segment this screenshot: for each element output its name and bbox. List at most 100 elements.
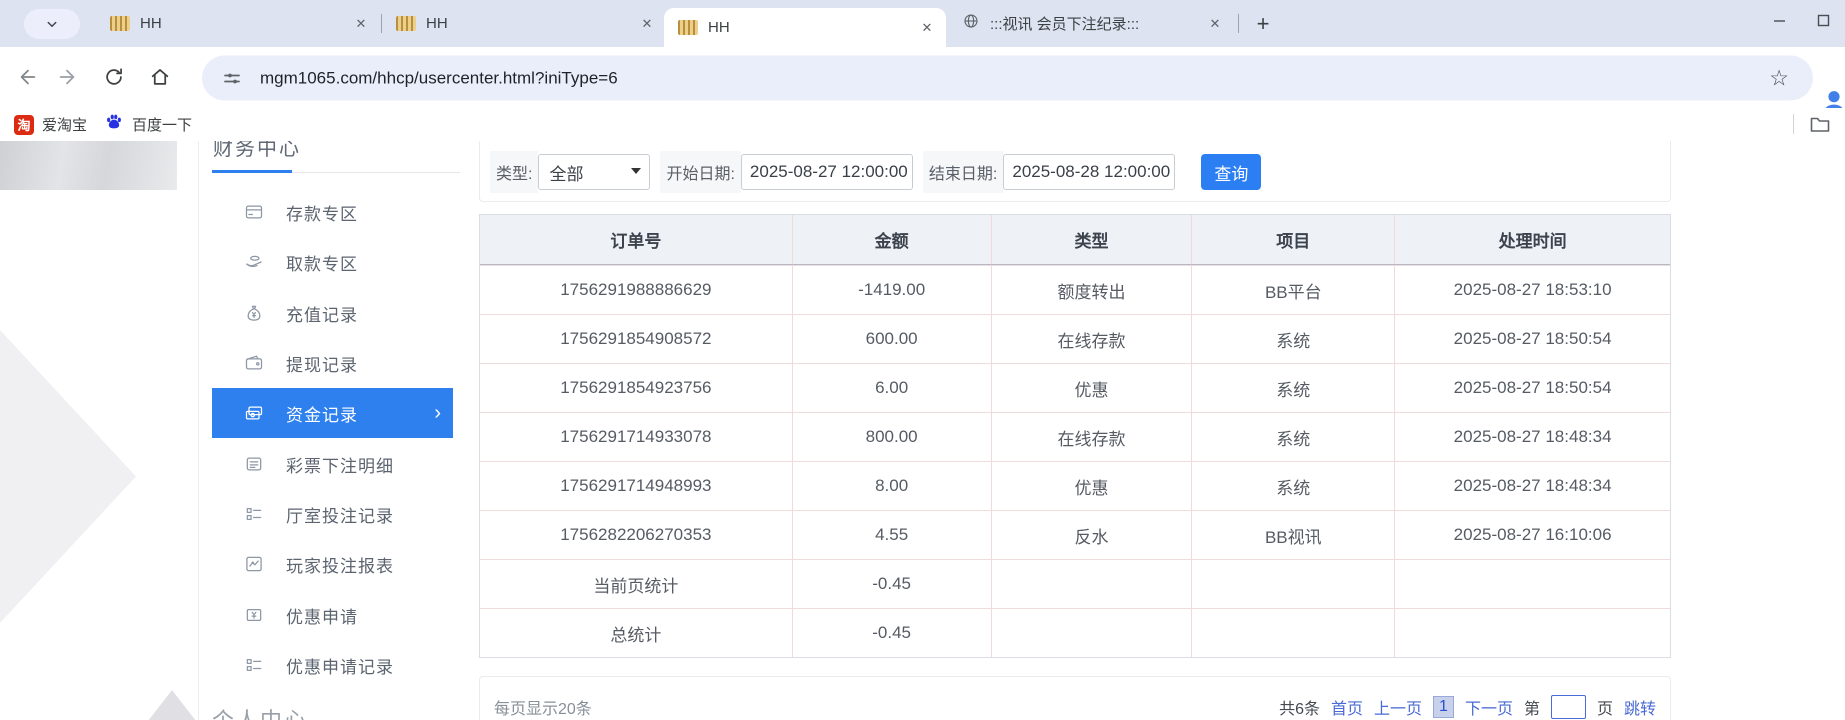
tab-close-icon[interactable]: ✕: [641, 15, 653, 31]
document-icon: [244, 454, 264, 474]
browser-tab[interactable]: HH ✕: [96, 0, 380, 47]
wallet-icon: [244, 353, 264, 373]
tab-search-button[interactable]: [24, 9, 80, 39]
page-size-text: 每页显示20条: [494, 701, 592, 718]
tab-separator: [381, 14, 382, 33]
sidebar-item-label: 充值记录: [286, 305, 358, 325]
list-icon: [244, 655, 264, 675]
table-cell: 8.00: [791, 462, 991, 510]
jump-action-link[interactable]: 跳转: [1623, 701, 1656, 718]
filter-panel: 类型: 全部 开始日期: 2025-08-27 12:00:00 结束日期: 2…: [479, 141, 1671, 202]
sidebar-item[interactable]: 玩家投注报表: [212, 539, 453, 589]
sidebar-item[interactable]: 存款专区: [212, 187, 453, 237]
tab-close-icon[interactable]: ✕: [921, 19, 933, 35]
decorative-texture: [0, 141, 177, 190]
address-bar[interactable]: mgm1065.com/hhcp/usercenter.html?iniType…: [202, 55, 1813, 101]
chevron-right-icon: ›: [434, 402, 441, 424]
browser-tab[interactable]: HH ✕: [382, 0, 666, 47]
start-date-input[interactable]: 2025-08-27 12:00:00: [740, 154, 913, 190]
taobao-icon: 淘: [14, 114, 34, 135]
new-tab-button[interactable]: +: [1256, 11, 1270, 36]
prev-page-link[interactable]: 上一页: [1374, 701, 1423, 718]
site-favicon: [678, 20, 698, 35]
sidebar-item[interactable]: 彩票下注明细: [212, 439, 453, 489]
sidebar-underline-track: [212, 172, 460, 173]
sidebar-item[interactable]: 优惠申请: [212, 590, 453, 640]
end-date-value: 2025-08-28 12:00:00: [1012, 162, 1171, 181]
bookmark-item[interactable]: 淘 爱淘宝: [14, 112, 87, 137]
jump-page-input[interactable]: [1550, 695, 1586, 719]
end-date-input[interactable]: 2025-08-28 12:00:00: [1003, 154, 1176, 190]
table-cell: 1756291714948993: [560, 476, 712, 495]
forward-button[interactable]: [47, 57, 87, 97]
table-cell: -1419.00: [791, 266, 991, 314]
browser-tab-active[interactable]: HH ✕: [664, 8, 946, 47]
table-row: 1756291714948993 8.00 优惠 系统 2025-08-27 18:48…: [480, 461, 1670, 510]
sidebar-item-label: 提现记录: [286, 355, 358, 375]
sidebar-item[interactable]: 提现记录: [212, 338, 453, 388]
bookmark-star-icon[interactable]: ☆: [1769, 65, 1789, 90]
bookmarks-bar: 淘 爱淘宝 百度一下: [0, 108, 1845, 141]
chart-icon: [244, 554, 264, 574]
bookmark-item[interactable]: 百度一下: [104, 112, 192, 137]
search-button[interactable]: 查询: [1201, 154, 1262, 190]
maximize-button[interactable]: [1801, 0, 1845, 40]
sidebar-item[interactable]: 充值记录: [212, 288, 453, 338]
browser-tab[interactable]: :::视讯 会员下注纪录::: ✕: [948, 0, 1234, 47]
home-button[interactable]: [140, 57, 180, 97]
tab-close-icon[interactable]: ✕: [1209, 15, 1221, 31]
table-cell: 2025-08-27 18:48:34: [1394, 413, 1670, 461]
table-row: 1756291714933078 800.00 在线存款 系统 2025-08-27 1…: [480, 412, 1670, 461]
table-cell: 4.55: [791, 511, 991, 559]
table-cell: 800.00: [791, 413, 991, 461]
sidebar-item-label: 优惠申请记录: [286, 657, 394, 677]
sidebar-item[interactable]: 取款专区: [212, 237, 453, 287]
table-cell: 系统: [1191, 462, 1394, 510]
sidebar-divider: [198, 141, 199, 720]
minimize-button[interactable]: [1757, 0, 1801, 40]
pager: 共6条 首页 上一页 1 下一页 第 页 跳转: [1279, 695, 1656, 719]
back-button[interactable]: [8, 57, 48, 97]
table-cell: 6.00: [791, 364, 991, 412]
table-cell: 在线存款: [990, 315, 1192, 363]
deposit-card-icon: [244, 202, 264, 222]
table-cell: 优惠: [990, 364, 1192, 412]
home-icon: [151, 69, 169, 85]
tab-close-icon[interactable]: ✕: [355, 15, 367, 31]
back-icon: [20, 69, 36, 85]
start-date-label: 开始日期:: [660, 151, 741, 193]
tab-separator: [1238, 14, 1239, 33]
end-date-label: 结束日期:: [922, 151, 1004, 193]
table-cell: 系统: [1191, 315, 1394, 363]
url-text[interactable]: mgm1065.com/hhcp/usercenter.html?iniType…: [260, 68, 618, 87]
table-row: 1756291988886629 -1419.00 额度转出 BB平台 2025-08-…: [480, 265, 1670, 314]
sidebar-item-label: 资金记录: [286, 405, 358, 425]
sidebar-item[interactable]: 优惠申请记录: [212, 640, 453, 690]
table-cell: 2025-08-27 16:10:06: [1394, 511, 1670, 559]
tab-title: HH: [140, 15, 162, 32]
table-row: 1756282206270353 4.55 反水 BB视讯 2025-08-27 16:…: [480, 510, 1670, 559]
reload-button[interactable]: [94, 57, 134, 97]
baidu-paw-icon: [104, 112, 124, 137]
table-cell: [1394, 560, 1670, 608]
sidebar-active-underline: [212, 170, 292, 173]
folder-icon[interactable]: [1808, 112, 1832, 136]
type-select[interactable]: 全部: [538, 154, 651, 190]
current-page-badge[interactable]: 1: [1433, 696, 1454, 718]
sidebar-item[interactable]: 资金记录 ›: [212, 388, 453, 438]
table-cell: BB平台: [1191, 266, 1394, 314]
reload-icon: [106, 68, 122, 85]
sidebar-item[interactable]: 厅室投注记录: [212, 489, 453, 539]
next-page-link[interactable]: 下一页: [1464, 701, 1513, 718]
pagination-panel: 每页显示20条 共6条 首页 上一页 1 下一页 第 页 跳转: [479, 676, 1671, 720]
table-cell: 当前页统计: [593, 576, 679, 596]
table-cell: 总统计: [610, 625, 662, 645]
first-page-link[interactable]: 首页: [1331, 701, 1364, 718]
funds-record-table: 订单号 金额 类型 项目 处理时间 1756291988886629 -1419.00 额度…: [479, 214, 1671, 658]
site-info-icon[interactable]: [220, 66, 244, 90]
site-favicon: [396, 16, 416, 31]
tab-title: HH: [708, 19, 730, 36]
table-cell: 1756282206270353: [560, 525, 712, 544]
table-cell: [990, 560, 1192, 608]
